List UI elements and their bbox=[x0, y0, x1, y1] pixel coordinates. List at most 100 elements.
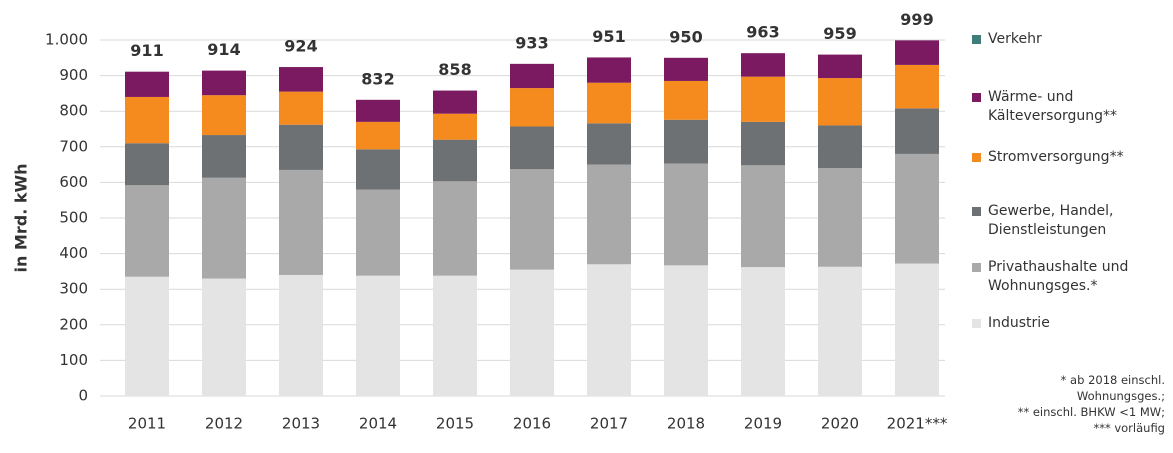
bar-segment bbox=[818, 78, 862, 126]
y-tick-label: 200 bbox=[59, 315, 88, 333]
bar-segment bbox=[433, 181, 477, 276]
bar-segment bbox=[202, 177, 246, 279]
total-label: 963 bbox=[746, 23, 779, 42]
footnote: *** vorläufig bbox=[1093, 421, 1165, 435]
legend-item: Stromversorgung** bbox=[972, 148, 1157, 167]
total-label: 999 bbox=[900, 10, 933, 29]
bar-segment bbox=[664, 163, 708, 266]
x-tick-label: 2019 bbox=[744, 415, 782, 433]
x-tick-label: 2013 bbox=[282, 415, 320, 433]
bar-segment bbox=[510, 63, 554, 89]
y-tick-label: 1.000 bbox=[45, 31, 88, 49]
x-tick-label: 2011 bbox=[128, 415, 166, 433]
bar-segment bbox=[818, 168, 862, 267]
legend-item: Gewerbe, Handel, Dienstleistungen bbox=[972, 202, 1157, 240]
bar-segment bbox=[433, 139, 477, 182]
y-tick-label: 700 bbox=[59, 137, 88, 155]
bar-segment bbox=[587, 123, 631, 165]
x-tick-label: 2012 bbox=[205, 415, 243, 433]
bar-segment bbox=[587, 82, 631, 124]
y-tick-label: 300 bbox=[59, 280, 88, 298]
bar-segment bbox=[818, 125, 862, 169]
bar-segment bbox=[741, 165, 785, 268]
legend-label: Verkehr bbox=[988, 31, 1042, 47]
x-tick-label: 2016 bbox=[513, 415, 551, 433]
bar-segment bbox=[818, 54, 862, 79]
bar-segment bbox=[356, 121, 400, 150]
x-tick-label: 2017 bbox=[590, 415, 628, 433]
y-tick-label: 600 bbox=[59, 173, 88, 191]
total-label: 914 bbox=[207, 40, 240, 59]
total-label: 858 bbox=[438, 60, 471, 79]
bar-segment bbox=[202, 70, 246, 96]
legend-swatch bbox=[972, 93, 981, 102]
bar-segment bbox=[279, 124, 323, 170]
bar-segment bbox=[356, 99, 400, 122]
chart: in Mrd. kWh 0 100 200 300 400 500 600 700 800 900… bbox=[12, 10, 948, 433]
bar-segment bbox=[279, 67, 323, 92]
bar-segment bbox=[125, 185, 169, 277]
footnote: ** einschl. BHKW <1 MW; bbox=[1017, 405, 1165, 419]
x-tick-label: 2018 bbox=[667, 415, 705, 433]
total-label: 911 bbox=[130, 41, 163, 60]
x-tick-label: 2020 bbox=[821, 415, 859, 433]
bar-segment bbox=[510, 169, 554, 270]
bar-segment bbox=[587, 57, 631, 83]
bar-segment bbox=[895, 64, 939, 109]
bar-segment bbox=[664, 265, 708, 396]
bar-segment bbox=[895, 153, 939, 264]
bar-segment bbox=[587, 264, 631, 396]
bar-segment bbox=[664, 119, 708, 164]
bar-segment bbox=[125, 96, 169, 144]
legend-label: Stromversorgung** bbox=[988, 149, 1124, 165]
legend-swatch bbox=[972, 263, 981, 272]
bar-segment bbox=[202, 278, 246, 396]
bar-segment bbox=[356, 275, 400, 396]
bar-segment bbox=[125, 71, 169, 97]
bar-segment bbox=[895, 40, 939, 65]
y-tick-label: 0 bbox=[78, 387, 88, 405]
bar-segment bbox=[125, 143, 169, 186]
bar-segment bbox=[279, 274, 323, 396]
legend-label: Gewerbe, Handel, Dienstleistungen bbox=[988, 203, 1114, 238]
bar-segment bbox=[202, 95, 246, 136]
bar-segment bbox=[741, 267, 785, 396]
bar-segment bbox=[741, 121, 785, 166]
bar-segment bbox=[433, 113, 477, 140]
y-tick-label: 900 bbox=[59, 66, 88, 84]
legend-label: Industrie bbox=[988, 315, 1050, 331]
legend-item: Verkehr bbox=[972, 30, 1157, 49]
total-label: 959 bbox=[823, 24, 856, 43]
y-axis-label: in Mrd. kWh bbox=[12, 163, 31, 272]
total-label: 951 bbox=[592, 27, 625, 46]
legend-item: Privathaushalte und Wohnungsges.* bbox=[972, 258, 1157, 296]
bar-segment bbox=[510, 88, 554, 127]
legend-label: Privathaushalte und Wohnungsges.* bbox=[988, 259, 1129, 294]
bar-segment bbox=[202, 135, 246, 178]
bar-segment bbox=[587, 164, 631, 265]
total-label: 950 bbox=[669, 27, 702, 46]
y-tick-label: 100 bbox=[59, 351, 88, 369]
legend-swatch bbox=[972, 153, 981, 162]
legend-swatch bbox=[972, 35, 981, 44]
x-tick-label: 2015 bbox=[436, 415, 474, 433]
bar-segment bbox=[741, 76, 785, 122]
footnotes: * ab 2018 einschl. Wohnungsges.; ** einsc… bbox=[990, 372, 1165, 436]
bar-segment bbox=[895, 263, 939, 396]
x-tick-label: 2021*** bbox=[887, 415, 948, 433]
legend-swatch bbox=[972, 207, 981, 216]
total-label: 832 bbox=[361, 69, 394, 88]
bar-segment bbox=[279, 91, 323, 125]
legend-label: Wärme- und Kälteversorgung** bbox=[988, 89, 1118, 124]
bar-segment bbox=[818, 266, 862, 396]
x-tick-label: 2014 bbox=[359, 415, 397, 433]
bar-segment bbox=[433, 275, 477, 396]
total-label: 924 bbox=[284, 37, 317, 56]
bar-segment bbox=[510, 269, 554, 396]
bar-segment bbox=[125, 276, 169, 396]
y-tick-label: 400 bbox=[59, 244, 88, 262]
legend-swatch bbox=[972, 319, 981, 328]
legend-item: Industrie bbox=[972, 314, 1157, 333]
footnote: * ab 2018 einschl. Wohnungsges.; bbox=[1060, 373, 1165, 403]
